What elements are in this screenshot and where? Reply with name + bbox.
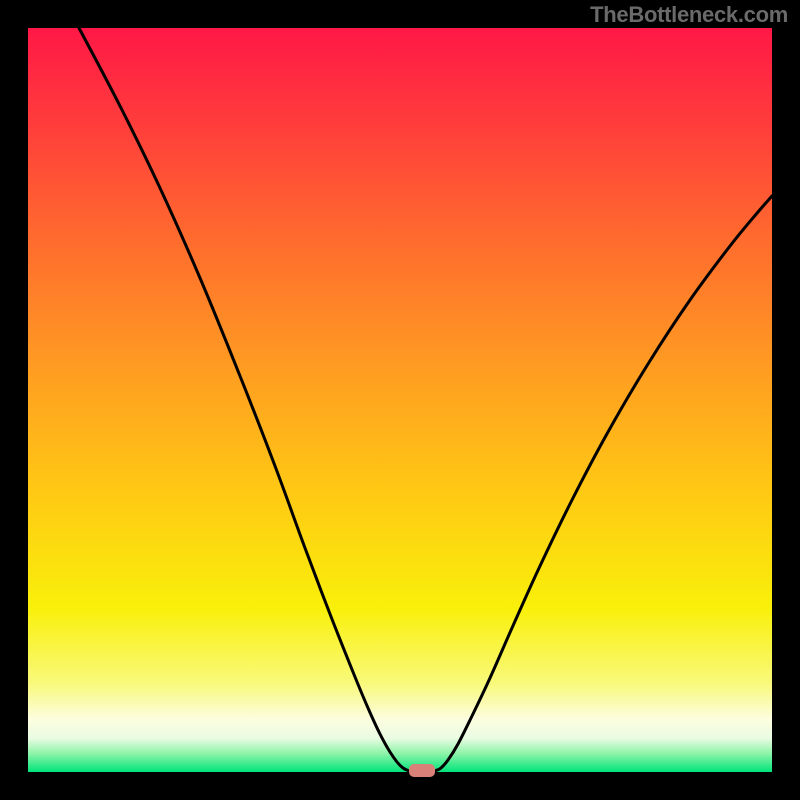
watermark-text: TheBottleneck.com	[590, 2, 788, 28]
bottleneck-chart	[0, 0, 800, 800]
curve-left-branch	[79, 28, 408, 771]
bottleneck-marker	[409, 764, 435, 777]
chart-container: TheBottleneck.com	[0, 0, 800, 800]
curve-right-branch	[436, 196, 772, 771]
plot-background	[28, 28, 772, 772]
